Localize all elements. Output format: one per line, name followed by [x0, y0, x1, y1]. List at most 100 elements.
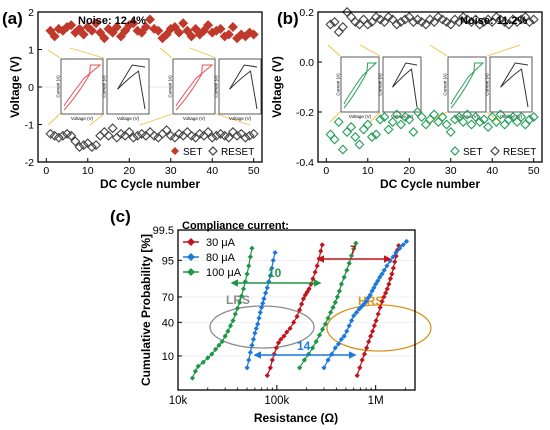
data-point-set [483, 122, 494, 132]
data-point-reset [325, 19, 336, 30]
data-point [361, 351, 368, 357]
data-point [272, 250, 278, 256]
ratio-arrows: 7 10 14 [230, 243, 392, 359]
data-point-set [387, 117, 398, 127]
plot-frame [177, 229, 416, 391]
data-point [325, 315, 331, 321]
data-point-reset [412, 14, 423, 25]
data-point-reset [346, 12, 357, 22]
data-point [396, 242, 402, 249]
inset-connector [47, 49, 61, 59]
iv-inset: Voltage (V) Current (A) [102, 58, 150, 121]
data-point [252, 330, 258, 336]
data-point-set [86, 25, 97, 36]
data-point [379, 271, 385, 277]
data-point-set [429, 109, 440, 120]
axis-ticks: 0 10 20 30 40 50 -0.4 -0.2 0.0 0.2 [296, 7, 540, 177]
data-point [287, 325, 293, 332]
data-point [353, 240, 359, 246]
data-point [364, 345, 370, 351]
data-point [309, 345, 316, 351]
legend: Compliance current: 30 μA 80 μA 100 μA [182, 220, 289, 279]
data-point [232, 311, 238, 317]
data-point-set [395, 119, 406, 130]
data-point-set [379, 112, 390, 122]
data-point-reset [350, 17, 361, 27]
data-point-set [503, 114, 514, 125]
data-point-set [223, 29, 234, 40]
data-point-reset [203, 127, 214, 137]
data-point-reset [466, 17, 477, 27]
svg-text:Voltage (V): Voltage (V) [183, 116, 206, 121]
data-point [278, 336, 284, 342]
iv-inset: Voltage (V) Current (A) [168, 58, 216, 121]
data-point-set [161, 29, 172, 40]
svg-text:Voltage (V): Voltage (V) [349, 114, 372, 119]
data-point [310, 276, 316, 282]
data-point-set [174, 27, 185, 38]
svg-text:Current (A): Current (A) [214, 75, 219, 98]
data-point-reset [524, 17, 535, 27]
data-point-set [458, 117, 469, 127]
data-point [281, 333, 287, 339]
data-point [393, 250, 399, 256]
legend-label-80: 80 μA [206, 252, 236, 264]
data-point-reset [478, 17, 489, 27]
data-point-reset [232, 130, 243, 141]
data-point [348, 318, 355, 324]
data-point-reset [207, 132, 218, 143]
data-point [322, 321, 328, 327]
data-point [373, 318, 379, 324]
data-point-set [140, 22, 151, 32]
svg-text:Current (A): Current (A) [56, 75, 61, 98]
data-point-set [462, 109, 473, 120]
inset-connector [486, 111, 501, 123]
inset-connector [47, 113, 61, 126]
data-point-set [362, 119, 373, 130]
data-point [225, 328, 231, 334]
data-point [325, 357, 331, 363]
x-tick-label: 10 [362, 165, 374, 177]
data-point-reset [91, 140, 102, 151]
data-point [267, 365, 273, 371]
data-point [377, 304, 383, 311]
data-point [369, 328, 376, 334]
data-point-reset [53, 132, 64, 143]
inset-connector [329, 111, 341, 123]
svg-text:Current (A): Current (A) [485, 73, 490, 96]
panel-label-a: (a) [2, 9, 23, 28]
hrs-ellipse [326, 304, 432, 352]
data-point-set [371, 129, 382, 140]
data-point [253, 325, 259, 332]
x-tick-label: 0 [323, 165, 329, 177]
svg-text:Voltage (V): Voltage (V) [500, 114, 523, 119]
iv-inset: Voltage (V) Current (A) [336, 56, 380, 119]
data-point [301, 357, 307, 363]
data-point [209, 351, 215, 357]
data-point-reset [383, 12, 394, 22]
data-point-reset [223, 132, 234, 143]
data-point [335, 341, 342, 347]
data-point-set [198, 25, 209, 36]
legend-marker-reset [208, 146, 218, 156]
data-point-set [337, 144, 348, 155]
data-point [264, 372, 270, 379]
inset-connector [369, 111, 381, 123]
data-point [250, 336, 257, 342]
data-point-set [111, 22, 122, 32]
x-tick-label: 40 [486, 165, 498, 177]
inset-connector [89, 113, 105, 126]
data-point-set [516, 112, 527, 122]
x-tick-label: 50 [528, 165, 540, 177]
svg-text:Voltage (V): Voltage (V) [71, 116, 94, 121]
data-point-set [466, 119, 477, 130]
data-point-set [120, 25, 131, 36]
data-point-set [383, 124, 394, 135]
data-point-reset [333, 27, 344, 37]
data-point-set [215, 23, 226, 34]
data-point [334, 294, 340, 300]
x-tick-label: 20 [403, 165, 415, 177]
iv-inset: Voltage (V) Current (A) [443, 56, 487, 119]
data-point-reset [240, 132, 251, 143]
legend: SET RESET [171, 146, 254, 158]
